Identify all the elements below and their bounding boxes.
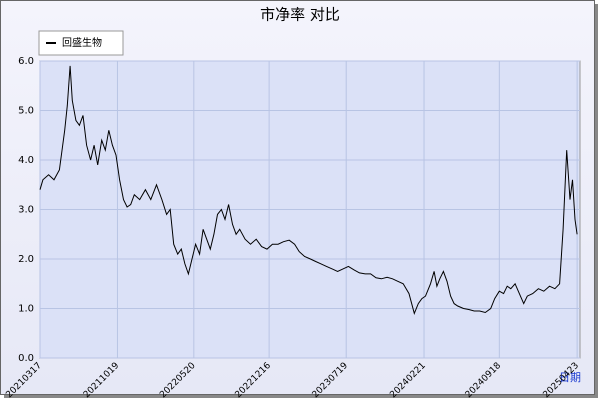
y-tick-label: 3.0: [18, 205, 34, 216]
chart-title: 市净率 对比: [260, 6, 340, 24]
y-tick-label: 2.0: [18, 254, 34, 265]
data-line: [39, 65, 578, 315]
legend-label: 回盛生物: [62, 36, 102, 49]
y-tick-label: 1.0: [18, 304, 34, 315]
y-tick-label: 4.0: [18, 155, 34, 166]
y-tick-label: 6.0: [18, 56, 34, 67]
y-tick-label: 5.0: [18, 106, 34, 117]
y-tick-label: 0.0: [18, 353, 34, 364]
legend: 回盛生物: [38, 30, 124, 56]
x-axis-label: 日期: [559, 371, 581, 384]
